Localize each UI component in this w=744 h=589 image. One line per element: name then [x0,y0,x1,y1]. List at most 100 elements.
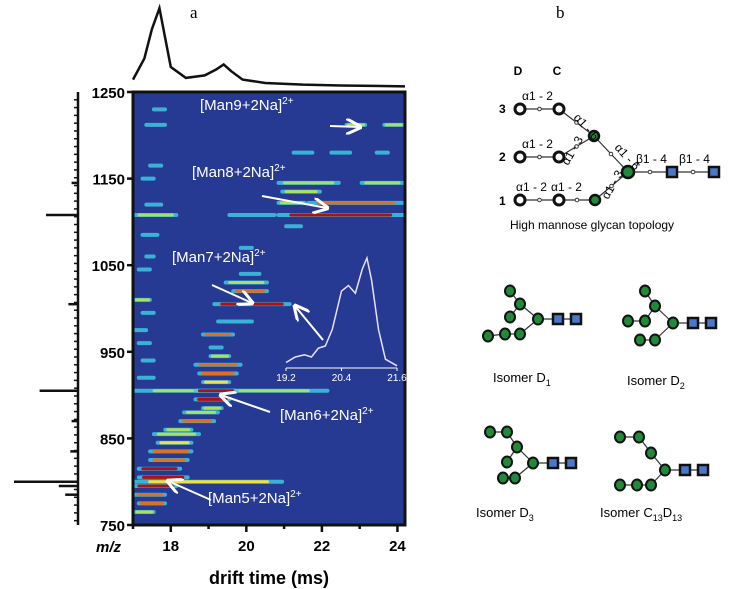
glcnac-icon [551,312,565,326]
heatmap-streak-halo [136,375,156,380]
isomer-subscript: 1 [546,378,551,388]
glcnac-icon [686,316,700,330]
glcnac-icon [546,456,560,470]
column-label: C [553,64,562,78]
annotation-arrow [168,481,212,501]
linkage-label: α1 - 2 [551,180,582,194]
row-label: 1 [499,194,506,208]
glycan-structure [614,430,710,492]
y-axis: 750 850 950 1050 1150 1250 [92,85,133,535]
isomer-subscript-2: 13 [672,513,682,523]
inset-tick-label: 21.6 [387,373,407,384]
topology-caption: High mannose glycan topology [510,218,674,232]
annotation-charge: 2+ [362,406,374,417]
isomer-subscript: 3 [529,513,534,523]
glycan-structure [482,284,583,343]
mannose-icon [614,478,626,492]
heatmap-streak [235,289,266,293]
mannose-open-icon [513,193,527,207]
heatmap-streak [141,467,178,471]
mannose-icon [667,316,679,330]
mannose-open-icon [513,102,527,116]
linkage-label: α1 - 2 [522,89,553,103]
isomer-label: Isomer C13D13 [600,505,682,523]
isomer-name: Isomer C [600,505,653,520]
mannose-icon [497,471,509,485]
linkage-label: α1 - 3 [558,133,586,167]
mannose-icon [649,333,661,347]
annotation-charge: 2+ [274,163,286,174]
heatmap-streak-halo [136,267,152,272]
heatmap-streak-halo [216,319,254,324]
mannose-open-icon [552,102,566,116]
heatmap-streak-halo [136,341,152,346]
linkage-dot [608,151,614,157]
linkage-label: α1 - 2 [516,180,547,194]
glcnac-icon [704,316,718,330]
heatmap-streak [159,441,190,445]
annotation-text: [Man5+2Na] [208,490,290,507]
mannose-icon [482,329,494,343]
annotation-arrow [329,126,360,127]
inset-trace [285,255,398,367]
annotation-label: [Man7+2Na]2+ [172,248,266,266]
mannose-icon [504,284,516,298]
heatmap-streak [204,332,232,336]
linkage-label: β1 - 4 [636,152,667,166]
heatmap-streak [137,213,174,217]
mannose-icon [588,193,602,207]
linkage-label: α1 - 3 [598,167,626,201]
x-tick-label: 22 [314,538,331,555]
heatmap-streak [282,181,335,185]
mannose-icon [509,471,521,485]
heatmap-streak-halo [148,163,164,168]
heatmap-streak [148,480,269,484]
isomer-name-2: D [663,505,672,520]
y-tick-label: 1250 [92,85,125,102]
mannose-open-icon [513,150,527,164]
glcnac-icon [665,165,679,179]
mannose-icon [514,327,526,341]
isomer-name: Isomer D [493,370,546,385]
panel-label-b: b [556,3,565,22]
heatmap-streak-halo [329,150,353,155]
heatmap-streak [198,363,238,367]
heatmap-streak [166,428,191,432]
y-tick-label: 850 [100,431,125,448]
mannose-open-icon [552,150,566,164]
glcnac-icon [707,165,721,179]
isomer-name: Isomer D [627,373,680,388]
mannose-icon [645,478,657,492]
top-projection [131,3,406,88]
mannose-icon [645,446,657,460]
linkage-dot [690,169,696,175]
heatmap-streak [203,406,222,410]
heatmap-streak-halo [140,232,160,237]
heatmap-streak-halo [284,224,303,229]
annotation-charge: 2+ [254,248,266,259]
heatmap-streak [136,493,164,497]
heatmap-streak [210,354,229,358]
linkage-dot [647,169,653,175]
mannose-icon [511,440,523,454]
heatmap-streak [152,458,186,462]
annotation-label: [Man8+2Na]2+ [192,163,286,181]
heatmap-streak [384,123,403,127]
heatmap-streak-halo [144,122,167,127]
x-tick-label: 18 [162,538,179,555]
inset-arrow [295,306,324,341]
annotation-text: [Man8+2Na] [192,164,274,181]
glycan-structure [622,284,718,347]
mannose-icon [501,455,513,469]
mannose-icon [499,327,511,341]
x-axis: 18 20 22 24 [131,525,406,555]
heatmap-streak [284,190,318,194]
annotation-arrow [211,284,252,303]
annotation-arrow [261,195,327,208]
linkage-label: α1 - 2 [522,137,553,151]
heatmap-streak-halo [144,254,156,259]
linkage-dot [537,106,542,112]
heatmap-streak-halo [133,328,149,333]
inset-tick-label: 19.2 [276,373,296,384]
